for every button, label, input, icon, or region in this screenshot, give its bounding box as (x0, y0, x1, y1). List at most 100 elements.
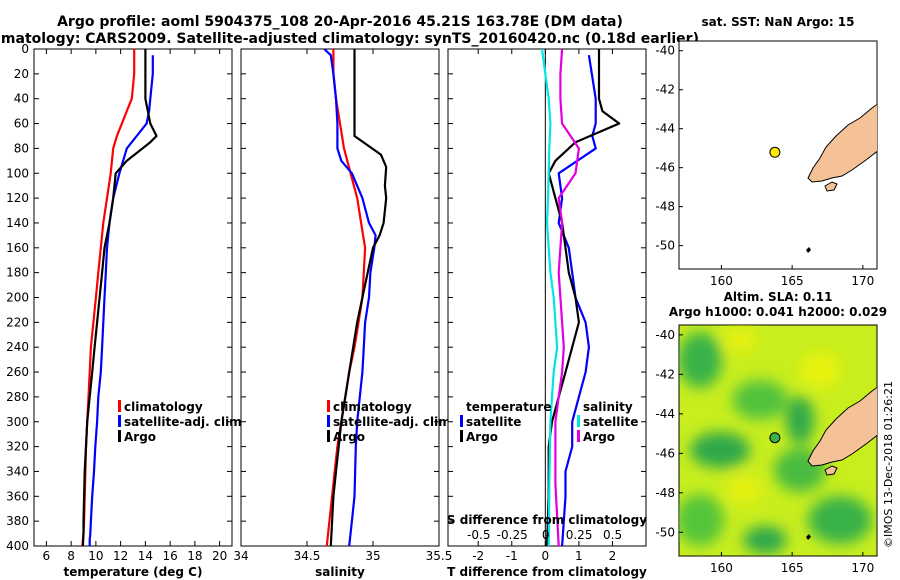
depth-tick-label: 120 (6, 191, 29, 205)
x-tick-label: 2 (609, 549, 617, 563)
x-tick-label: 8 (67, 549, 75, 563)
islet (806, 247, 811, 253)
legend-label: satellite-adj. clim. (124, 415, 246, 429)
legend-swatch (118, 430, 121, 442)
legend-label: climatology (333, 400, 412, 414)
map-x-tick-label: 170 (851, 561, 874, 575)
temperature-ticks: 6 8 10 12 14 16 18 20 (43, 49, 227, 563)
x-tick-label: 14 (138, 549, 153, 563)
series-line (540, 49, 559, 546)
depth-tick-label: 360 (6, 489, 29, 503)
sla-cell (679, 494, 724, 546)
temperature-panel: 0 20 40 60 80 100 120 140 160 180 200 220 240 260 280 3… (6, 42, 246, 579)
difference-panel: -2 -1 0 1 2 temperaturesatelliteArgosalinity… (447, 48, 647, 579)
x-tick-label: -2 (472, 549, 484, 563)
depth-tick-label: 40 (14, 92, 29, 106)
map-y-tick-label: -40 (655, 328, 675, 342)
imos-timestamp: ©IMOS 13-Dec-2018 01:26:21 (882, 381, 895, 548)
sla-cell (800, 352, 840, 388)
map-x-tick-label: 160 (710, 274, 733, 288)
x-tick-label: 34 (233, 549, 248, 563)
legend-swatch (327, 430, 330, 442)
map-y-tick-label: -42 (655, 83, 675, 97)
legend-swatch (118, 400, 121, 412)
depth-tick-label: 220 (6, 315, 29, 329)
new-zealand-coast-sla (807, 386, 877, 467)
legend-swatch (460, 415, 463, 427)
legend-swatch (327, 415, 330, 427)
stewart-island (824, 181, 838, 192)
map-y-tick-label: -44 (655, 407, 675, 421)
salinity-xlabel: salinity (315, 565, 365, 579)
map-y-tick-label: -48 (655, 200, 675, 214)
depth-ticks-salinity (241, 48, 439, 547)
legend-label: climatology (124, 400, 203, 414)
x-tick-label: 1 (575, 549, 583, 563)
depth-tick-label: 300 (6, 415, 29, 429)
map-x-tick-label: 160 (710, 561, 733, 575)
temperature-xlabel: temperature (deg C) (64, 565, 203, 579)
argo-float-marker-sla (769, 432, 781, 444)
depth-tick-label: 280 (6, 390, 29, 404)
depth-tick-label: 0 (21, 42, 29, 56)
difference-series (540, 49, 621, 546)
sla-cell (690, 432, 750, 468)
x2-tick-label: 0.5 (603, 528, 622, 542)
series-line (81, 49, 158, 546)
x-tick-label: 35.5 (426, 549, 453, 563)
legend-label: Argo (466, 430, 498, 444)
sla-cell (786, 396, 814, 444)
depth-ticks: 0 20 40 60 80 100 120 140 160 180 200 220 240 260 280 3… (6, 42, 232, 553)
x-tick-label: 12 (113, 549, 128, 563)
x-tick-label: 20 (212, 549, 227, 563)
argo-float-marker-sst (769, 146, 781, 158)
islet-sla (806, 534, 811, 540)
legend-label: Argo (124, 430, 156, 444)
sla-field (679, 328, 877, 554)
sla-map-ticks: 160 165 170 -40 -42 -44 -46 -48 -50 (655, 328, 874, 575)
legend-group-header: salinity (583, 400, 633, 414)
legend-label: satellite-adj. clim. (333, 415, 455, 429)
salinity-difference-xlabel: S difference from climatology (447, 513, 647, 527)
depth-tick-label: 380 (6, 514, 29, 528)
depth-tick-label: 20 (14, 67, 29, 81)
sst-map-panel: sat. SST: NaN Argo: 15 160 165 170 -40 -42 -4… (655, 15, 878, 288)
x-tick-label: 18 (187, 549, 202, 563)
salinity-series (323, 49, 388, 546)
map-y-tick-label: -46 (655, 446, 675, 460)
sst-map-land (806, 103, 877, 253)
stewart-island-sla (824, 465, 838, 476)
depth-tick-label: 400 (6, 539, 29, 553)
depth-tick-label: 140 (6, 216, 29, 230)
x-tick-label: 34.5 (294, 549, 321, 563)
temperature-axes-frame (33, 48, 233, 547)
map-x-tick-label: 165 (781, 561, 804, 575)
depth-tick-label: 160 (6, 241, 29, 255)
salinity-difference-ticks: -0.5 -0.25 0 0.25 0.5 (467, 528, 622, 542)
sla-cell (724, 328, 756, 352)
sla-map-title: Altim. SLA: 0.11 (724, 290, 833, 304)
legend-swatch (327, 400, 330, 412)
difference-axes-frame (447, 48, 647, 547)
temperature-difference-xlabel: T difference from climatology (447, 565, 647, 579)
legend-swatch (577, 430, 580, 442)
legend-label: Argo (333, 430, 365, 444)
x2-tick-label: 0.25 (566, 528, 593, 542)
depth-tick-label: 200 (6, 291, 29, 305)
sst-map-ticks: 160 165 170 -40 -42 -44 -46 -48 -50 (655, 44, 874, 288)
x2-tick-label: 0 (542, 528, 550, 542)
map-y-tick-label: -48 (655, 486, 675, 500)
legend-label: Argo (583, 430, 615, 444)
map-y-tick-label: -42 (655, 367, 675, 381)
series-line (88, 55, 154, 546)
x2-tick-label: -0.25 (497, 528, 528, 542)
map-x-tick-label: 170 (851, 274, 874, 288)
depth-tick-label: 260 (6, 365, 29, 379)
x-tick-label: 10 (88, 549, 103, 563)
x-tick-label: 16 (162, 549, 177, 563)
sst-map-title: sat. SST: NaN Argo: 15 (701, 15, 854, 29)
difference-legend: temperaturesatelliteArgosalinitysatellit… (460, 400, 638, 444)
